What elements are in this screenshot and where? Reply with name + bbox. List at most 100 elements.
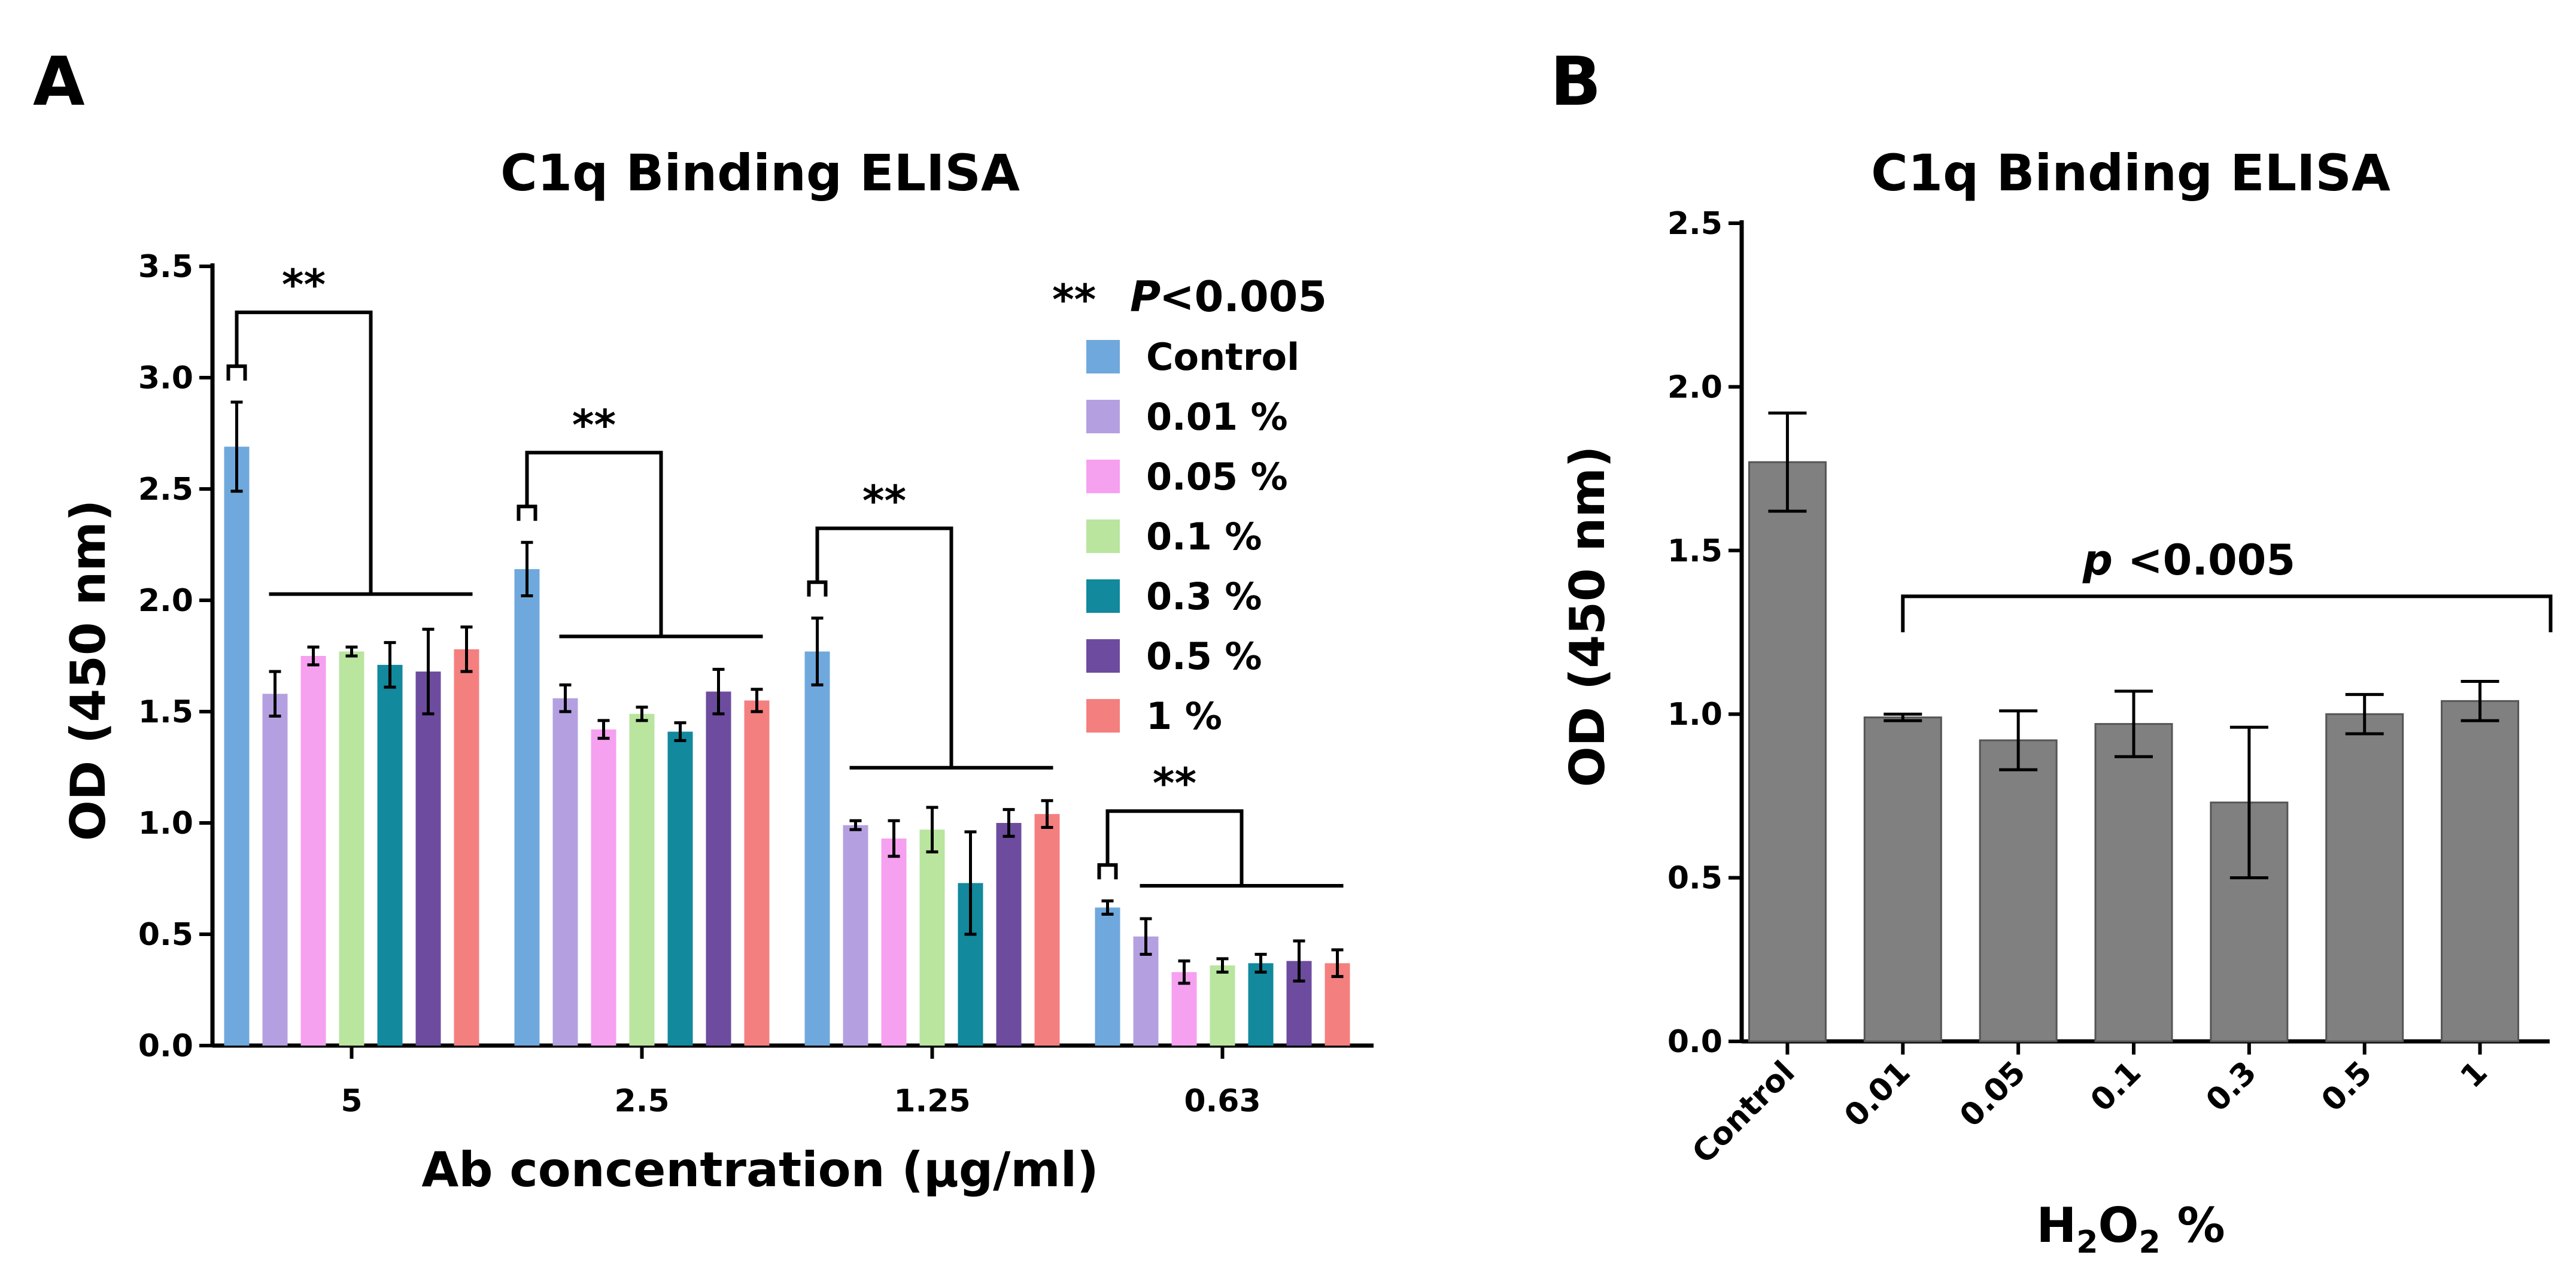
chart-a-title: C1q Binding ELISA	[500, 144, 1020, 202]
chart-a-bar	[552, 698, 578, 1046]
chart-a-significance-bracket	[235, 310, 373, 594]
legend-significance-stars: **	[1052, 275, 1096, 324]
legend-swatch	[1086, 699, 1120, 733]
legend-significance-p: P	[1130, 272, 1161, 321]
annotation-p-symbol: p	[2082, 536, 2113, 585]
chart-b-bar	[1748, 461, 1827, 1043]
chart-b-y-tick-label: 2.0	[1667, 369, 1723, 405]
panel-b-label: B	[1550, 43, 1601, 121]
chart-b-x-tick-label: 0.05	[1953, 1055, 2033, 1134]
legend-label: 0.3 %	[1146, 575, 1262, 618]
legend-label: 0.05 %	[1146, 455, 1288, 499]
chart-b-y-tick-label: 1.5	[1667, 533, 1723, 569]
chart-a-bar	[1034, 814, 1060, 1046]
chart-a-significance: ** ** ** **	[226, 260, 1344, 888]
chart-b-x-tick-label: 0.5	[2314, 1055, 2379, 1119]
chart-b-annotation: p <0.005	[1901, 536, 2553, 633]
chart-a-bar	[1210, 965, 1235, 1046]
legend-label: 0.1 %	[1146, 515, 1262, 558]
chart-a-bar	[454, 649, 479, 1046]
chart-a-x-tick-label: 1.25	[894, 1083, 970, 1119]
chart-a-legend: ** P <0.005 Control 0.01 % 0.05 % 0.1 % 0.3 …	[1052, 272, 1327, 738]
chart-b-y-tick-label: 0.5	[1667, 861, 1723, 897]
xlabel-percent: %	[2161, 1198, 2225, 1253]
chart-b: C1q Binding ELISA OD (450 nm) H2O2 % 0.0…	[1560, 144, 2553, 1260]
chart-a-bar	[843, 825, 868, 1046]
chart-a-bar	[377, 664, 403, 1046]
xlabel-sub-2b: 2	[2138, 1225, 2160, 1260]
chart-a-significance-bracket	[1105, 809, 1244, 886]
legend-label: 1 %	[1146, 694, 1222, 738]
chart-a-x-tick-label: 0.63	[1184, 1083, 1260, 1119]
legend-significance-threshold: <0.005	[1159, 272, 1327, 321]
chart-a-bar	[514, 569, 540, 1046]
chart-b-bar	[2325, 713, 2404, 1043]
chart-a-significance-stars: **	[572, 400, 616, 449]
chart-b-ylabel: OD (450 nm)	[1560, 446, 1615, 788]
chart-b-x-tick-label: 0.1	[2084, 1055, 2149, 1119]
chart-b-title: C1q Binding ELISA	[1871, 144, 2390, 202]
chart-a-bar	[339, 651, 364, 1046]
chart-a-significance-bracket	[525, 451, 663, 637]
chart-a-bar	[262, 694, 288, 1046]
chart-a-y-tick-label: 0.5	[138, 917, 193, 953]
chart-a-significance-bracket	[815, 526, 953, 768]
chart-b-x-tick-label: Control	[1685, 1055, 1802, 1171]
chart-a-x-tick-label: 5	[341, 1083, 362, 1119]
chart-a-bar	[706, 691, 731, 1046]
xlabel-sub-2a: 2	[2076, 1225, 2098, 1260]
chart-a-y-tick-label: 1.5	[138, 694, 193, 730]
xlabel-o: O	[2098, 1198, 2138, 1253]
chart-a-y-tick-label: 2.5	[138, 472, 193, 508]
chart-a-y-tick-label: 1.0	[138, 806, 193, 841]
legend-label: 0.5 %	[1146, 634, 1262, 678]
chart-a-bar	[591, 729, 616, 1046]
legend-label: Control	[1146, 335, 1299, 379]
chart-b-y-tick-label: 0.0	[1667, 1024, 1723, 1060]
chart-a-y-tick-label: 3.5	[138, 249, 193, 285]
chart-a-bar	[804, 651, 830, 1046]
chart-a-bar	[744, 700, 770, 1046]
chart-a-significance-stars: **	[862, 476, 906, 525]
chart-a-control-bracket	[807, 580, 828, 597]
chart-a-bar	[1248, 963, 1274, 1046]
chart-a-control-bracket	[226, 364, 247, 381]
chart-a-bar	[919, 830, 945, 1046]
chart-a-control-bracket	[517, 505, 537, 521]
chart-a-bar	[629, 713, 655, 1046]
chart-a: C1q Binding ELISA OD (450 nm) Ab concent…	[60, 144, 1374, 1198]
chart-b-bar	[1863, 716, 1942, 1043]
chart-a-bars	[224, 400, 1350, 1046]
chart-a-xlabel: Ab concentration (µg/ml)	[421, 1142, 1098, 1198]
chart-b-x-tick-label: 0.3	[2199, 1055, 2264, 1119]
chart-b-xlabel: H2O2 %	[2036, 1198, 2225, 1260]
legend-swatch	[1086, 519, 1120, 553]
chart-a-bar	[300, 656, 326, 1046]
chart-a-bar	[1095, 907, 1120, 1046]
chart-a-bar	[881, 838, 907, 1046]
chart-b-x-tick-label: 1	[2454, 1055, 2495, 1095]
chart-b-bar	[1979, 739, 2058, 1043]
chart-a-bar	[224, 446, 250, 1046]
annotation-p-threshold: <0.005	[2128, 536, 2295, 585]
legend-swatch	[1086, 579, 1120, 613]
legend-swatch	[1086, 460, 1120, 493]
legend-swatch	[1086, 340, 1120, 373]
chart-b-significance-bracket	[1901, 594, 2553, 633]
chart-a-axes: 0.0 0.5 1.0 1.5 2.0 2.5 3.0 3.5 5 2.5 1.25 0.63	[138, 249, 1374, 1119]
chart-a-y-tick-label: 2.0	[138, 583, 193, 619]
xlabel-h: H	[2036, 1198, 2076, 1253]
chart-b-y-tick-label: 1.0	[1667, 697, 1723, 733]
chart-a-x-tick-label: 2.5	[614, 1083, 669, 1119]
chart-a-ylabel: OD (450 nm)	[60, 500, 116, 841]
legend-label: 0.01 %	[1146, 395, 1288, 439]
chart-a-control-bracket	[1097, 863, 1118, 880]
legend-swatch	[1086, 400, 1120, 433]
panel-a-label: A	[33, 43, 85, 121]
chart-a-y-tick-label: 3.0	[138, 360, 193, 396]
chart-a-bar	[667, 731, 693, 1046]
chart-b-x-tick-label: 0.01	[1837, 1055, 1917, 1134]
chart-a-significance-stars: **	[1153, 759, 1196, 808]
chart-b-bars	[1748, 411, 2520, 1043]
